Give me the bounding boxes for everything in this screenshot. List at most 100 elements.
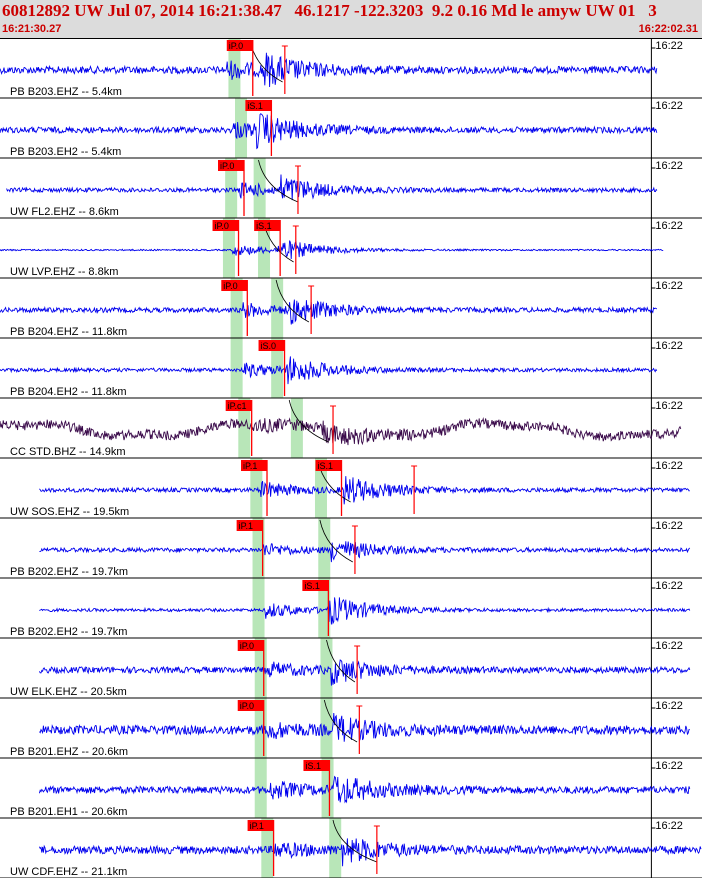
station-label: UW FL2.EHZ -- 8.6km [10,206,119,218]
pick-label: iP.0 [220,161,234,171]
pick-layer: iP.0 iS.1 iP.0 iP.0 iS.1 iP.0 iS.0 iP.c1 iP.1 iS.… [212,39,418,876]
pick-flag [221,280,248,291]
waveform-trace [38,838,702,867]
pick-label: iP.0 [240,641,254,651]
waveform-trace [0,113,658,150]
label-layer: 16:22 PB B203.EHZ -- 5.4km 16:22 PB B203.EH… [10,40,683,878]
pick-label: iP.0 [229,41,243,51]
waveform-trace [6,174,658,201]
seismogram-plot: iP.0 iS.1 iP.0 iP.0 iS.1 iP.0 iS.0 iP.c1 iP.1 iS.… [0,38,702,878]
phase-band [320,638,333,698]
waveform-trace [0,299,658,325]
phase-band [252,578,265,638]
time-tick-label: 16:22 [655,220,683,232]
phase-band [230,278,243,338]
station-label: UW ELK.EHZ -- 20.5km [10,686,127,698]
waveform-trace [39,712,690,742]
phase-band [230,338,243,398]
station-label: PB B201.EH1 -- 20.6km [10,806,127,818]
pick-flag [226,40,253,51]
station-label: PB B203.EHZ -- 5.4km [10,86,122,98]
pick-flag [237,700,264,711]
station-label: UW CDF.EHZ -- 21.1km [10,866,127,878]
station-label: UW SOS.EHZ -- 19.5km [10,506,129,518]
pick-flag [225,400,252,411]
time-tick-label: 16:22 [655,340,683,352]
pick-label: iS.1 [304,581,320,591]
pick-flag [218,160,245,171]
pick-flag [254,220,281,231]
pick-flag [245,100,272,111]
pick-label: iP.1 [239,521,253,531]
pick-label: iP.1 [243,461,257,471]
pick-flag [303,760,330,771]
waveform-trace [39,476,690,505]
trace-frame-layer [0,38,702,878]
pick-label: iP.0 [215,221,229,231]
time-tick-label: 16:22 [655,760,683,772]
waveform-trace [0,52,658,88]
pick-label: iS.1 [256,221,272,231]
station-label: PB B201.EHZ -- 20.6km [10,746,128,758]
window-start-time: 16:21:30.27 [2,23,62,35]
phase-band [314,458,327,518]
pick-label: iP.0 [223,281,237,291]
phase-band [222,218,235,278]
event-title: 60812892 UW Jul 07, 2014 16:21:38.47 46.… [2,1,657,20]
waveform-trace [39,659,691,686]
waveform-trace [39,541,691,563]
time-tick-label: 16:22 [655,160,683,172]
arrival-curve [326,639,356,683]
pick-label: iS.1 [247,101,263,111]
event-header: 60812892 UW Jul 07, 2014 16:21:38.47 46.… [0,0,702,38]
pick-flag [237,640,264,651]
waveform-trace [38,775,691,804]
arrival-curve [332,819,378,863]
pick-label: iS.1 [318,461,334,471]
pick-flag [315,460,342,471]
pick-label: iP.0 [240,701,254,711]
station-label: CC STD.BHZ -- 14.9km [10,446,126,458]
arrival-curve [323,699,358,743]
station-label: PB B204.EHZ -- 11.8km [10,326,127,338]
pick-flag [247,820,274,831]
phase-band [250,458,263,518]
phase-band [318,518,331,578]
station-label: UW LVP.EHZ -- 8.8km [10,266,118,278]
arrival-curve [319,519,353,563]
phase-band [271,338,284,398]
time-tick-label: 16:22 [655,40,683,52]
phase-band [254,758,267,818]
pick-label: iS.1 [305,761,321,771]
time-tick-label: 16:22 [655,700,683,712]
pick-label: iS.0 [261,341,277,351]
pick-flag [302,580,329,591]
time-tick-label: 16:22 [655,460,683,472]
station-label: PB B204.EH2 -- 11.8km [10,386,127,398]
waveform-trace [39,597,691,625]
waveform-trace [0,356,658,385]
station-label: PB B203.EH2 -- 5.4km [10,146,121,158]
window-end-time: 16:22:02.31 [638,23,698,35]
time-tick-label: 16:22 [655,820,683,832]
arrival-curve [288,399,329,443]
time-tick-label: 16:22 [655,520,683,532]
time-tick-label: 16:22 [655,580,683,592]
phase-band [238,398,251,458]
time-tick-label: 16:22 [655,100,683,112]
pick-label: iP.c1 [228,401,247,411]
pick-label: iP.1 [250,821,264,831]
pick-flag [212,220,239,231]
phase-band [318,578,331,638]
waveform-layer [0,52,702,867]
waveform-trace [0,417,682,446]
waveform-trace [0,240,664,260]
time-tick-label: 16:22 [655,400,683,412]
arrival-curve [275,279,310,323]
station-label: PB B202.EHZ -- 19.7km [10,566,128,578]
pick-flag [258,340,285,351]
time-tick-label: 16:22 [655,280,683,292]
phase-band [261,818,274,878]
station-label: PB B202.EH2 -- 19.7km [10,626,127,638]
arrival-curve [258,159,299,203]
